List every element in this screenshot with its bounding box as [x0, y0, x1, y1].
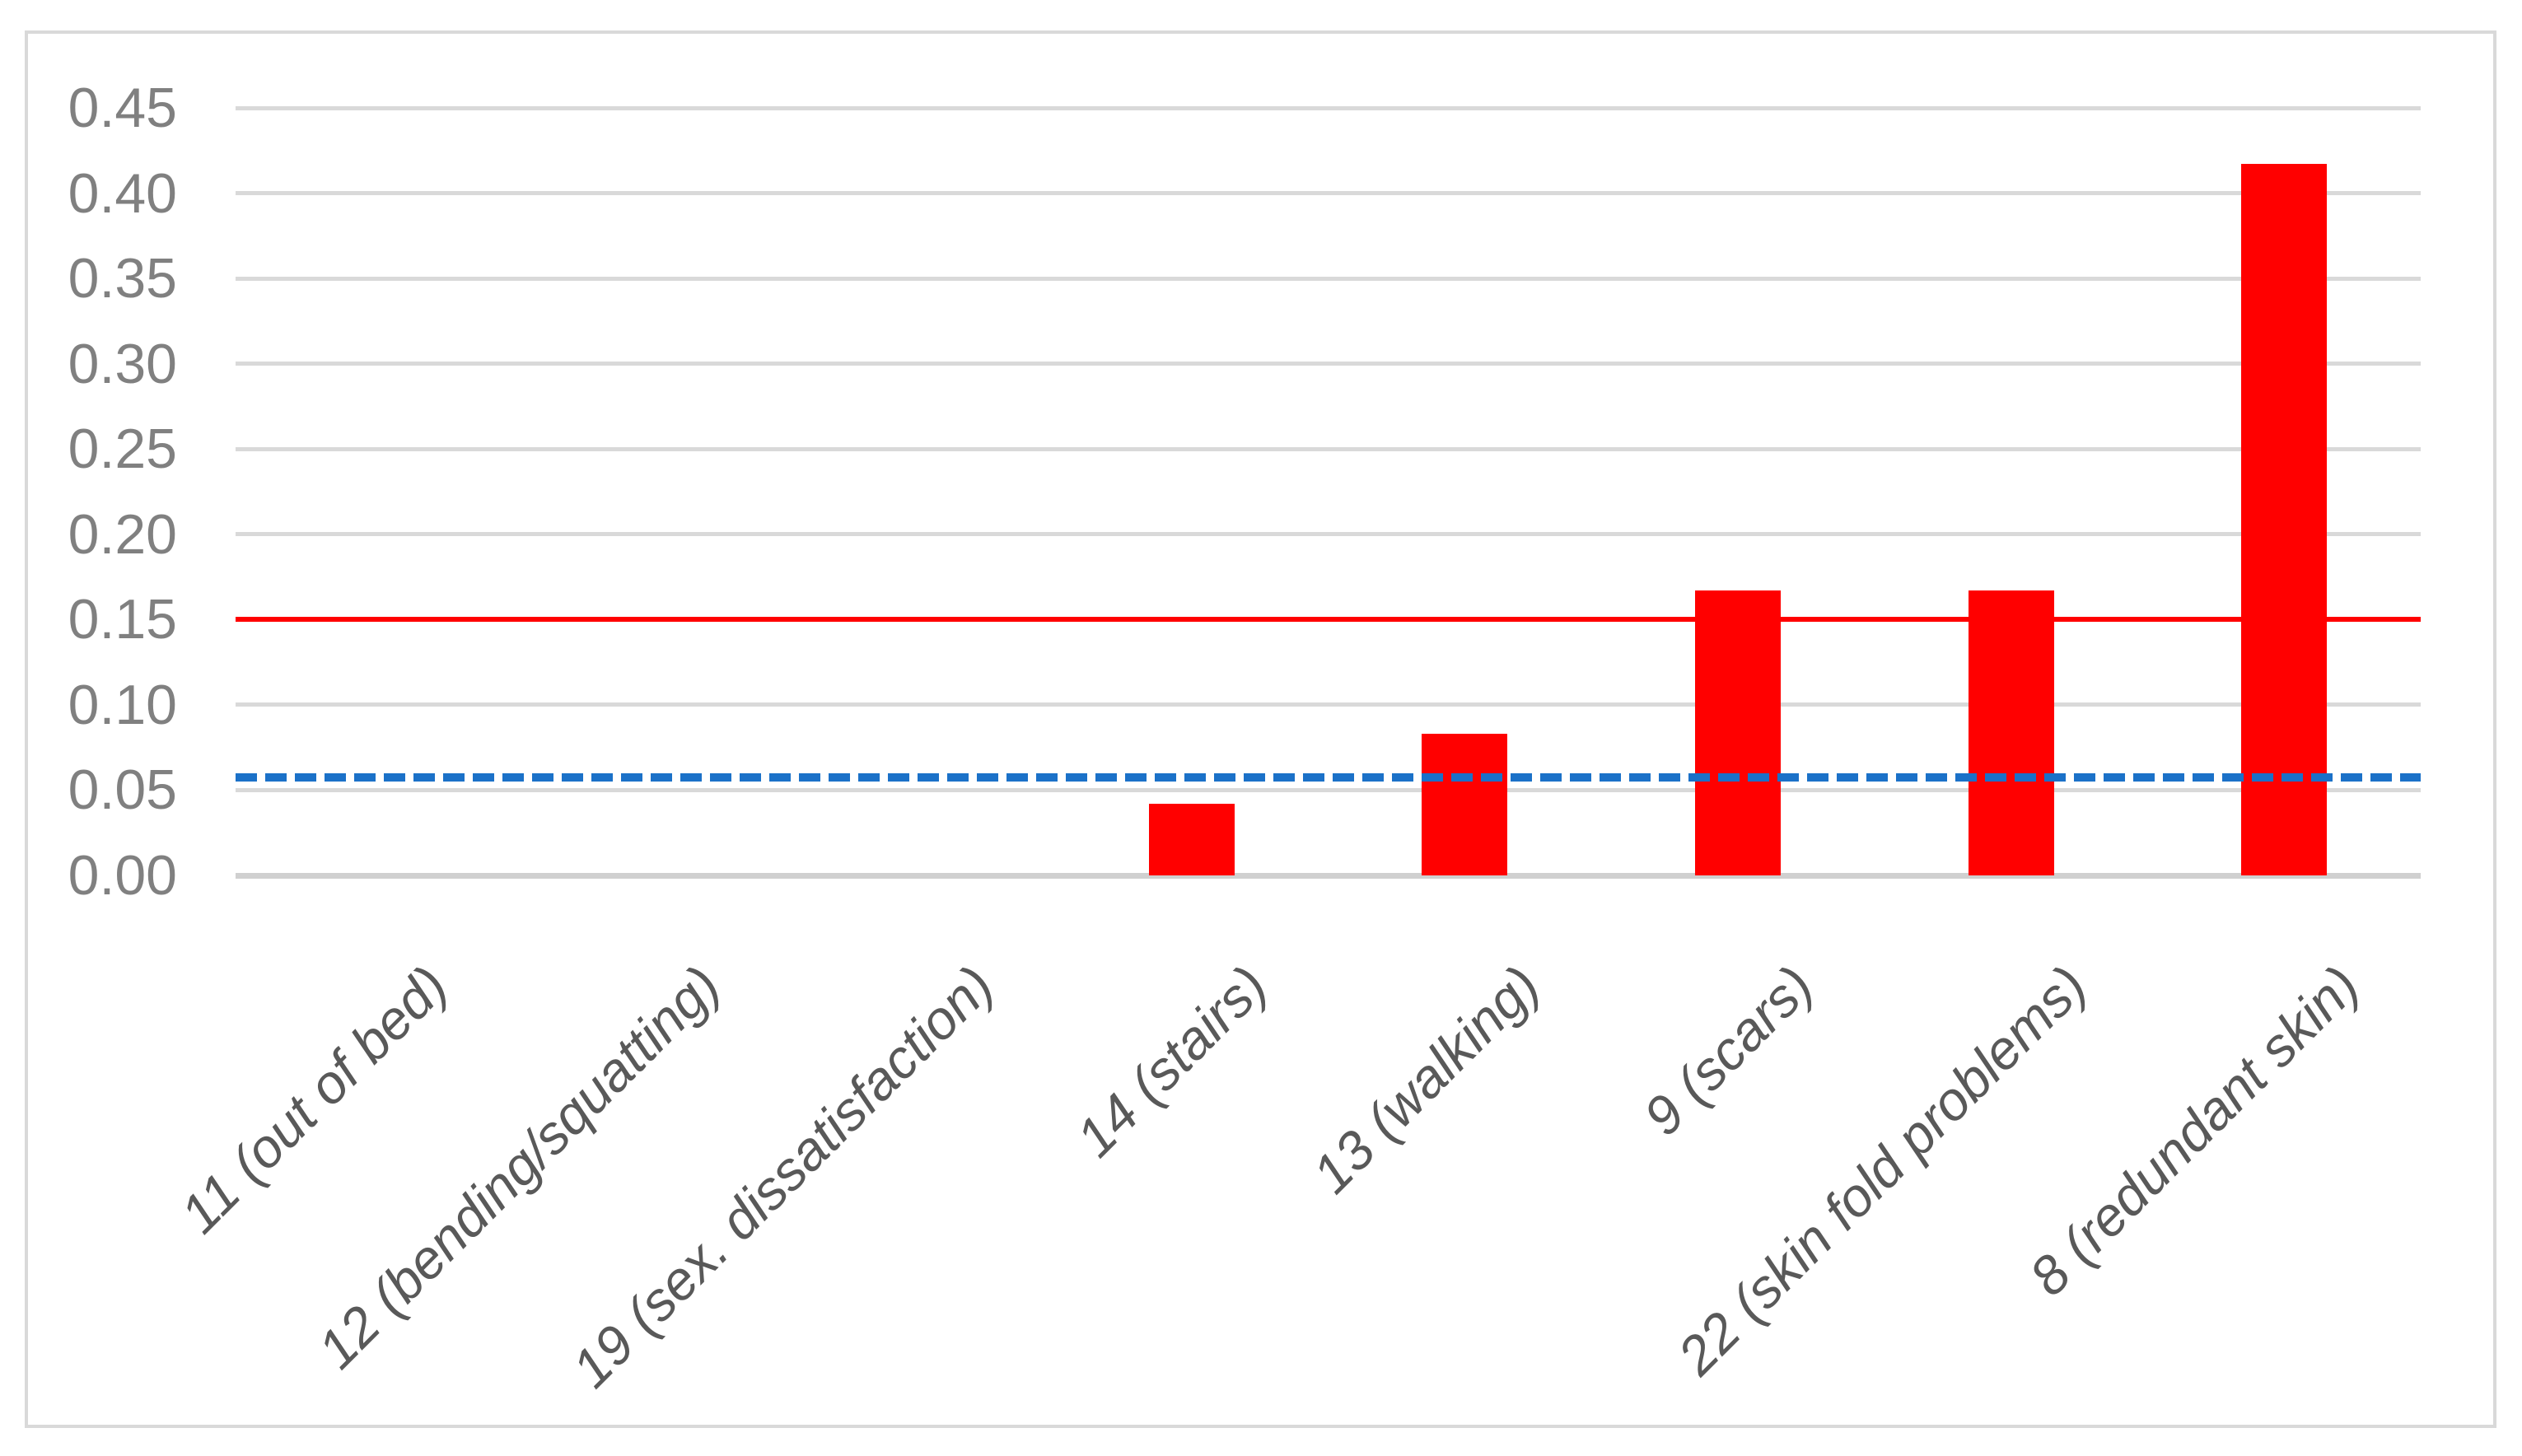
y-tick-label: 0.15 [68, 588, 177, 651]
bar-5 [1422, 734, 1508, 875]
y-tick-label: 0.00 [68, 844, 177, 907]
y-tick-label: 0.20 [68, 502, 177, 566]
x-axis-line [236, 872, 2421, 879]
y-tick-label: 0.45 [68, 77, 177, 139]
bar-7 [1968, 590, 2054, 875]
gridline [236, 105, 2421, 110]
gridline [236, 532, 2421, 537]
gridline [236, 191, 2421, 196]
gridline [236, 446, 2421, 451]
bar-4 [1148, 804, 1235, 875]
y-tick-label: 0.35 [68, 247, 177, 310]
y-tick-label: 0.25 [68, 418, 177, 481]
chart-border [25, 30, 2496, 1428]
gridline [236, 276, 2421, 281]
solid-red-line [236, 617, 2421, 623]
y-tick-label: 0.30 [68, 332, 177, 395]
gridline [236, 362, 2421, 366]
bar-8 [2241, 164, 2328, 875]
dashed-blue-line [236, 772, 2421, 782]
y-tick-label: 0.05 [68, 758, 177, 822]
y-tick-label: 0.10 [68, 673, 177, 736]
y-tick-label: 0.40 [68, 161, 177, 225]
gridline [236, 787, 2421, 792]
gridline [236, 702, 2421, 707]
bar-6 [1694, 590, 1781, 875]
